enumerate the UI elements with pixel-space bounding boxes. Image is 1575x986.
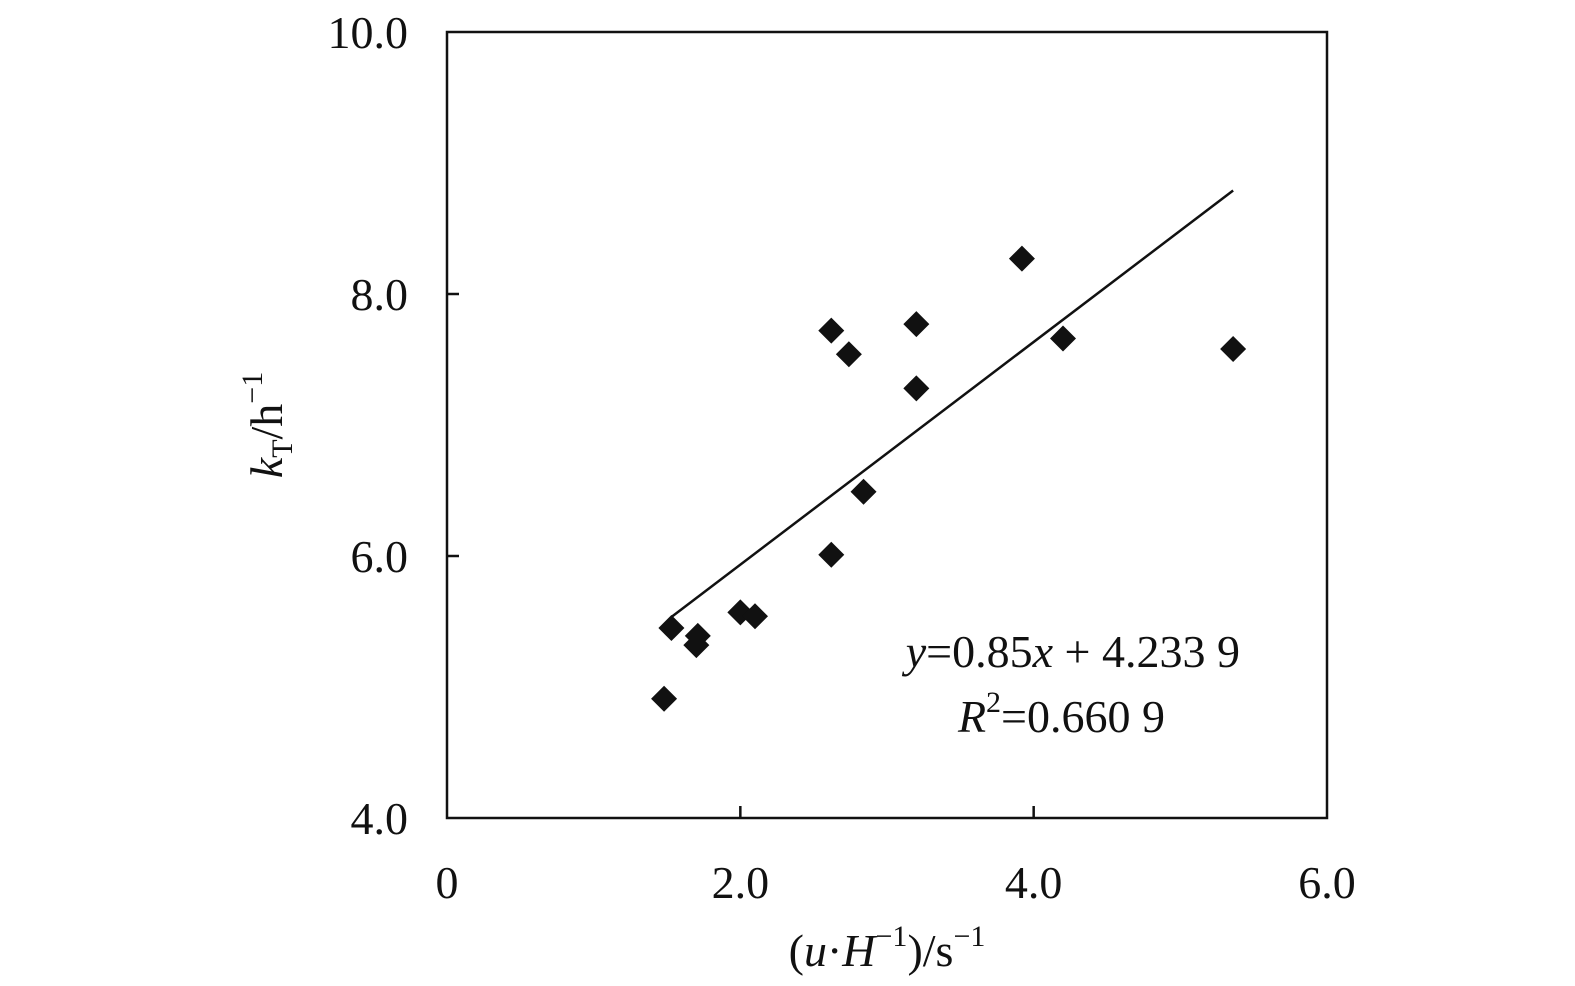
data-point bbox=[658, 615, 685, 642]
data-point bbox=[903, 375, 930, 402]
x-axis-title: (u·H−1)/s−1 bbox=[789, 920, 986, 976]
x-tick-label: 6.0 bbox=[1298, 857, 1356, 908]
plot-frame bbox=[445, 30, 1329, 820]
x-title-u: u bbox=[804, 925, 827, 976]
data-point bbox=[850, 478, 877, 505]
data-point bbox=[684, 622, 711, 649]
data-point bbox=[818, 317, 845, 344]
y-tick-label: 4.0 bbox=[351, 793, 409, 844]
fit-line bbox=[670, 189, 1234, 618]
axis-ticks bbox=[447, 292, 1035, 818]
x-title-dot: · bbox=[827, 925, 842, 976]
x-tick-label: 0 bbox=[436, 857, 459, 908]
data-point bbox=[1220, 336, 1247, 363]
y-title-k: k bbox=[241, 456, 292, 478]
y-axis-title: kT/h−1 bbox=[236, 372, 299, 478]
fit-line-group bbox=[670, 189, 1234, 618]
x-title-unit: )/s bbox=[907, 925, 953, 976]
y-tick-label: 8.0 bbox=[351, 269, 409, 320]
data-point bbox=[835, 341, 862, 368]
data-point bbox=[1050, 325, 1076, 352]
data-point bbox=[1008, 245, 1035, 272]
y-title-sup: −1 bbox=[236, 372, 269, 404]
r2-r: R bbox=[957, 691, 986, 742]
data-point bbox=[742, 603, 768, 630]
regression-equation: y=0.85x + 4.233 9 bbox=[902, 626, 1240, 677]
r2-value: =0.660 9 bbox=[1001, 691, 1165, 742]
data-point bbox=[651, 685, 678, 712]
y-tick-label: 10.0 bbox=[328, 7, 409, 58]
x-title-sup2: −1 bbox=[953, 920, 985, 953]
x-title-open: ( bbox=[789, 925, 804, 976]
tick-labels: 0 2.0 4.0 6.0 4.0 6.0 8.0 10.0 bbox=[328, 7, 1356, 908]
y-title-unit: /h bbox=[241, 404, 292, 440]
x-title-sup1: −1 bbox=[876, 920, 908, 953]
data-points bbox=[651, 245, 1247, 712]
r2-sup: 2 bbox=[986, 686, 1001, 719]
eq-slope: =0.85 bbox=[926, 626, 1032, 677]
x-tick-label: 4.0 bbox=[1005, 857, 1063, 908]
data-point bbox=[818, 541, 845, 568]
eq-x-var: x bbox=[1032, 626, 1054, 677]
x-title-h: H bbox=[841, 925, 878, 976]
y-title-sub: T bbox=[266, 439, 299, 457]
x-tick-label: 2.0 bbox=[712, 857, 770, 908]
eq-y-var: y bbox=[902, 626, 927, 677]
y-tick-label: 6.0 bbox=[351, 531, 409, 582]
eq-intercept: + 4.233 9 bbox=[1053, 626, 1240, 677]
r-squared: R2=0.660 9 bbox=[957, 686, 1165, 742]
data-point bbox=[903, 311, 930, 338]
